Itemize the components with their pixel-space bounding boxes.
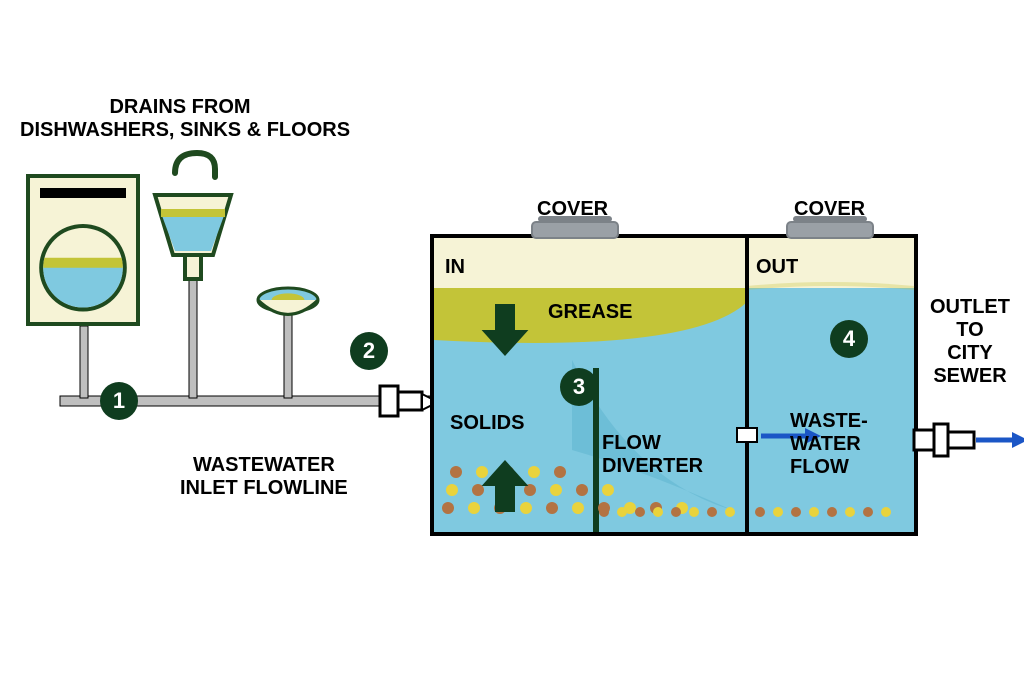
label-solids: SOLIDS [450, 412, 524, 435]
badge-4: 4 [830, 320, 868, 358]
label-grease: GREASE [548, 301, 632, 324]
label-out: OUT [756, 256, 798, 279]
label-inlet: WASTEWATER INLET FLOWLINE [180, 454, 348, 500]
label-outlet: OUTLET TO CITY SEWER [930, 296, 1010, 388]
badge-1: 1 [100, 382, 138, 420]
badge-3: 3 [560, 368, 598, 406]
badge-2: 2 [350, 332, 388, 370]
label-drains: DRAINS FROM DISHWASHERS, SINKS & FLOORS [20, 96, 340, 142]
label-cover-right: COVER [794, 198, 865, 221]
label-cover-left: COVER [537, 198, 608, 221]
label-flow-diverter: FLOW DIVERTER [602, 432, 703, 478]
label-in: IN [445, 256, 465, 279]
label-waste-water-flow: WASTE- WATER FLOW [790, 410, 868, 479]
